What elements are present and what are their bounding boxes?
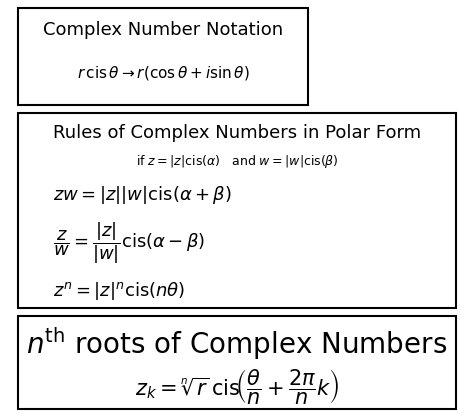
Text: $n^{\mathrm{th}}$ roots of Complex Numbers: $n^{\mathrm{th}}$ roots of Complex Numbe… (27, 326, 447, 362)
Text: $zw = |z||w|\mathrm{cis}(\alpha + \beta)$: $zw = |z||w|\mathrm{cis}(\alpha + \beta)… (53, 184, 232, 206)
Text: Rules of Complex Numbers in Polar Form: Rules of Complex Numbers in Polar Form (53, 124, 421, 142)
FancyBboxPatch shape (18, 8, 308, 105)
Text: if $z = |z|\mathrm{cis}(\alpha)$   and $w = |w|\mathrm{cis}(\beta)$: if $z = |z|\mathrm{cis}(\alpha)$ and $w … (136, 153, 338, 170)
FancyBboxPatch shape (18, 316, 456, 409)
Text: $z^n = |z|^n\mathrm{cis}(n\theta)$: $z^n = |z|^n\mathrm{cis}(n\theta)$ (53, 280, 185, 302)
Text: $\dfrac{z}{w} = \dfrac{|z|}{|w|}\mathrm{cis}(\alpha - \beta)$: $\dfrac{z}{w} = \dfrac{|z|}{|w|}\mathrm{… (53, 220, 205, 266)
Text: Complex Number Notation: Complex Number Notation (43, 21, 283, 39)
FancyBboxPatch shape (18, 113, 456, 308)
Text: $r\,\mathrm{cis}\,\theta \rightarrow r(\cos\theta + i\sin\theta)$: $r\,\mathrm{cis}\,\theta \rightarrow r(\… (77, 64, 249, 82)
Text: $z_k = \sqrt[n]{r}\,\mathrm{cis}\!\left(\dfrac{\theta}{n} + \dfrac{2\pi}{n}k\rig: $z_k = \sqrt[n]{r}\,\mathrm{cis}\!\left(… (135, 367, 339, 406)
